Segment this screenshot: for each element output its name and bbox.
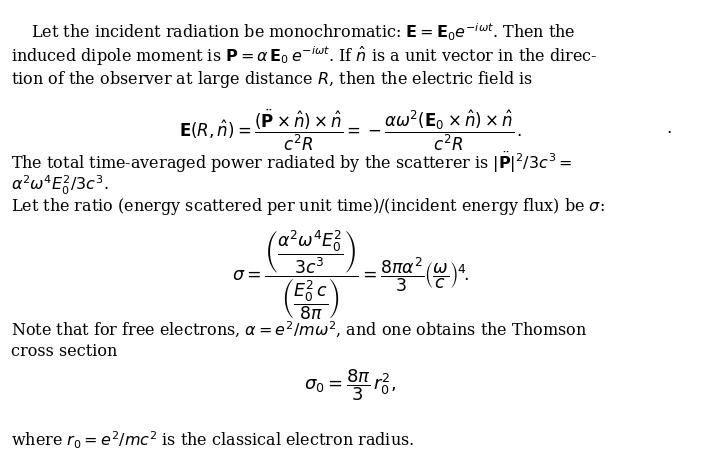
Text: Let the ratio (energy scattered per unit time)/(incident energy flux) be $\sigma: Let the ratio (energy scattered per unit… <box>11 195 604 216</box>
Text: tion of the observer at large distance $R$, then the electric field is: tion of the observer at large distance $… <box>11 69 533 90</box>
Text: The total time-averaged power radiated by the scatterer is $|\ddot{\mathbf{P}}|^: The total time-averaged power radiated b… <box>11 149 572 174</box>
Text: Note that for free electrons, $\alpha = e^2/m\omega^2$, and one obtains the Thom: Note that for free electrons, $\alpha = … <box>11 319 587 339</box>
Text: induced dipole moment is $\mathbf{P} = \alpha\, \mathbf{E}_0\, e^{-i\omega t}$. : induced dipole moment is $\mathbf{P} = \… <box>11 45 597 68</box>
Text: cross section: cross section <box>11 343 117 360</box>
Text: Let the incident radiation be monochromatic: $\mathbf{E} = \mathbf{E}_0 e^{-i\om: Let the incident radiation be monochroma… <box>11 21 575 43</box>
Text: $\mathbf{E}(R, \hat{n}) = \dfrac{(\ddot{\mathbf{P}} \times \hat{n}) \times \hat{: $\mathbf{E}(R, \hat{n}) = \dfrac{(\ddot{… <box>179 107 522 152</box>
Text: .: . <box>666 120 671 137</box>
Text: $\alpha^2\omega^4 E_0^2/3c^3$.: $\alpha^2\omega^4 E_0^2/3c^3$. <box>11 173 108 197</box>
Text: where $r_0 = e^2/mc^2$ is the classical electron radius.: where $r_0 = e^2/mc^2$ is the classical … <box>11 428 414 450</box>
Text: $\sigma_0 = \dfrac{8\pi}{3}\, r_0^2,$: $\sigma_0 = \dfrac{8\pi}{3}\, r_0^2,$ <box>304 367 397 402</box>
Text: $\sigma = \dfrac{\left(\dfrac{\alpha^2\omega^4 E_0^2}{3c^3}\right)}{\left(\dfrac: $\sigma = \dfrac{\left(\dfrac{\alpha^2\o… <box>232 228 469 322</box>
